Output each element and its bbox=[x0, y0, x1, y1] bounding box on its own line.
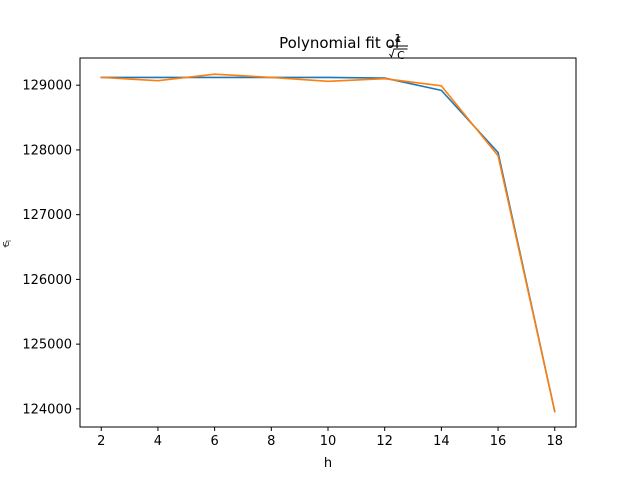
x-tick-label: 4 bbox=[154, 434, 162, 449]
y-tick-label: 128000 bbox=[22, 143, 72, 158]
y-tick-label: 129000 bbox=[22, 79, 72, 94]
chart-title-text: Polynomial fit of bbox=[279, 34, 401, 52]
chart-title-denominator: C bbox=[397, 49, 405, 62]
x-tick-label: 12 bbox=[376, 434, 393, 449]
x-tick-label: 16 bbox=[490, 434, 507, 449]
x-tick-label: 8 bbox=[267, 434, 275, 449]
y-tick-label: 127000 bbox=[22, 208, 72, 223]
y-tick-label: 125000 bbox=[22, 338, 72, 353]
x-tick-label: 14 bbox=[433, 434, 450, 449]
y-axis-label: C bbox=[2, 240, 11, 248]
y-axis-sqrt-symbol bbox=[3, 240, 11, 248]
series-line-2 bbox=[100, 73, 556, 413]
chart-title: Polynomial fit of 1 C bbox=[279, 32, 408, 62]
chart-title-numerator: 1 bbox=[395, 32, 402, 45]
chart-title-sqrt-symbol bbox=[389, 48, 408, 59]
y-tick-label: 124000 bbox=[22, 402, 72, 417]
y-tick-label: 126000 bbox=[22, 273, 72, 288]
x-tick-label: 18 bbox=[546, 434, 563, 449]
plot-area-frame bbox=[79, 57, 577, 428]
axis-ticks: 2 4 6 8 10 12 14 16 18 124000 125000 126000 127000 12… bbox=[22, 79, 563, 449]
x-tick-label: 6 bbox=[210, 434, 218, 449]
series-lines bbox=[100, 73, 556, 413]
x-tick-label: 10 bbox=[320, 434, 337, 449]
y-axis-label-text: C bbox=[2, 241, 11, 247]
x-axis-label: h bbox=[324, 456, 332, 471]
x-tick-label: 2 bbox=[97, 434, 105, 449]
